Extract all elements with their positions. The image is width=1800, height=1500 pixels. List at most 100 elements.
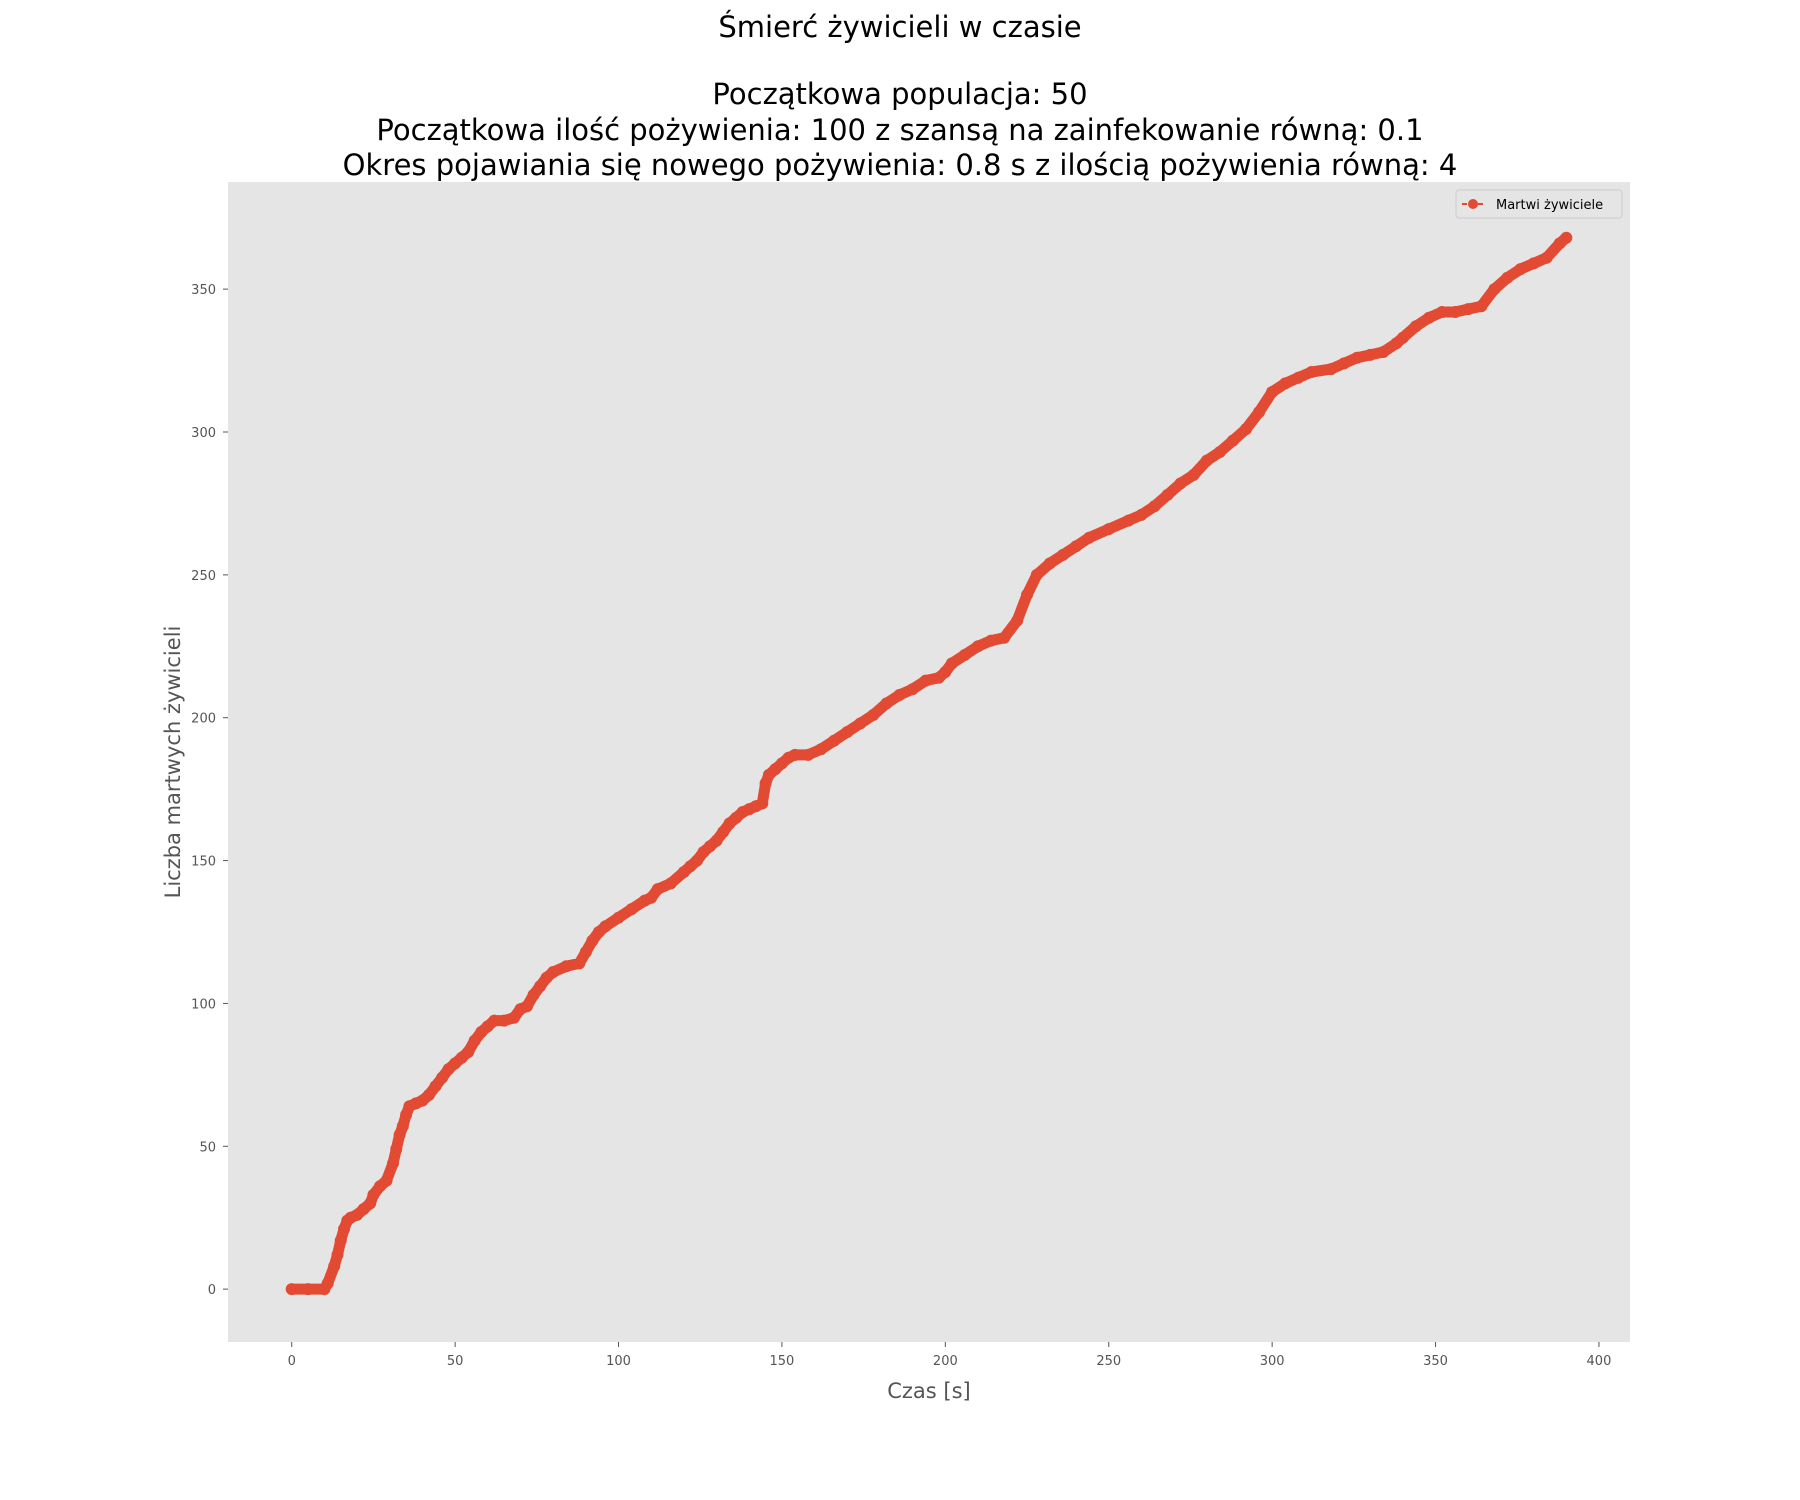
y-axis-label: Liczba martwych żywicieli [161,626,185,899]
data-point [1148,500,1161,513]
data-point [1057,548,1069,561]
data-point [612,911,625,924]
data-point [664,877,677,890]
data-point [1560,231,1573,244]
data-point [285,1283,298,1296]
data-point [498,1014,511,1027]
y-tick-label: 50 [199,1140,216,1155]
data-point [1540,251,1553,264]
data-point [396,1120,409,1133]
data-point [1083,531,1096,544]
y-tick-label: 150 [191,855,216,870]
data-point [867,708,880,721]
x-tick-label: 50 [447,1354,464,1369]
data-point [625,903,638,916]
data-point [880,697,893,710]
data-point [1135,508,1148,521]
data-point [462,1046,475,1058]
data-point [1423,311,1435,324]
data-point [321,1277,334,1290]
data-point [1514,263,1527,276]
data-point [1021,588,1033,601]
data-point [387,1157,399,1170]
data-point [1409,320,1422,333]
data-point [527,988,540,1001]
data-point [1213,446,1226,458]
y-tick-label: 0 [208,1283,216,1298]
data-point [1396,331,1409,344]
data-point [547,966,560,978]
data-point [893,688,906,701]
data-point [691,854,703,867]
data-point [906,683,919,696]
data-point [380,1174,393,1187]
series-layer [285,231,1573,1296]
data-point [1226,434,1239,447]
chart-subtitle-line-2: Początkowa ilość pożywienia: 100 z szans… [376,113,1424,147]
data-point [579,946,592,958]
data-point [972,640,984,653]
data-point [717,826,730,838]
data-point [1462,303,1475,316]
data-point [958,648,971,661]
data-point [334,1234,347,1247]
data-point [828,734,841,747]
data-point [1030,568,1043,581]
data-point [1253,406,1266,418]
chart-subtitle-line-1: Początkowa populacja: 50 [712,77,1088,111]
y-tick-label: 250 [191,569,216,584]
data-point [1122,514,1135,527]
data-point [1187,468,1200,481]
data-point [1527,257,1540,270]
data-point [945,657,958,670]
data-point [302,1283,315,1296]
data-point [1070,540,1083,553]
chart-title: Śmierć żywicieli w czasie [718,10,1082,44]
y-tick-label: 200 [191,712,216,727]
data-point [802,748,815,761]
data-point [1011,614,1024,627]
data-point [508,1011,520,1024]
y-tick-label: 350 [191,283,216,298]
data-point [789,748,801,761]
data-point [423,1088,435,1101]
data-point [841,726,854,738]
data-point [815,743,828,756]
data-point [1161,488,1174,501]
data-point [1305,366,1318,378]
data-point [1449,306,1462,318]
x-tick-label: 250 [1096,1354,1121,1369]
legend: Martwi żywiciele [1455,189,1623,219]
x-axis-ticks: 0 50 100 150 200 250 300 350 400 [288,1342,1612,1369]
x-tick-label: 150 [770,1354,795,1369]
data-point [1174,477,1187,490]
legend-label: Martwi żywiciele [1496,198,1603,213]
data-point [1240,423,1252,436]
data-point [1351,351,1364,364]
data-point [331,1248,344,1261]
data-point [985,634,998,647]
data-point [488,1014,501,1027]
x-tick-label: 350 [1423,1354,1448,1369]
data-point [1364,348,1377,361]
y-tick-label: 300 [191,426,216,441]
data-point [854,717,867,730]
data-point [710,834,723,847]
data-point [367,1188,380,1201]
data-point [390,1143,403,1156]
data-point [645,891,658,904]
x-tick-label: 200 [933,1354,958,1369]
data-point [919,674,932,687]
y-tick-label: 100 [191,997,216,1012]
data-point [1292,371,1305,384]
data-point [651,883,664,896]
chart-subtitle-line-3: Okres pojawiania się nowego pożywienia: … [342,148,1458,182]
x-tick-label: 0 [288,1354,296,1369]
data-point [1279,377,1292,390]
data-point [573,957,586,970]
data-point [534,980,547,993]
legend-marker-swatch [1468,199,1478,209]
x-tick-label: 400 [1587,1354,1612,1369]
x-tick-label: 300 [1260,1354,1285,1369]
plot-area [228,182,1630,1342]
